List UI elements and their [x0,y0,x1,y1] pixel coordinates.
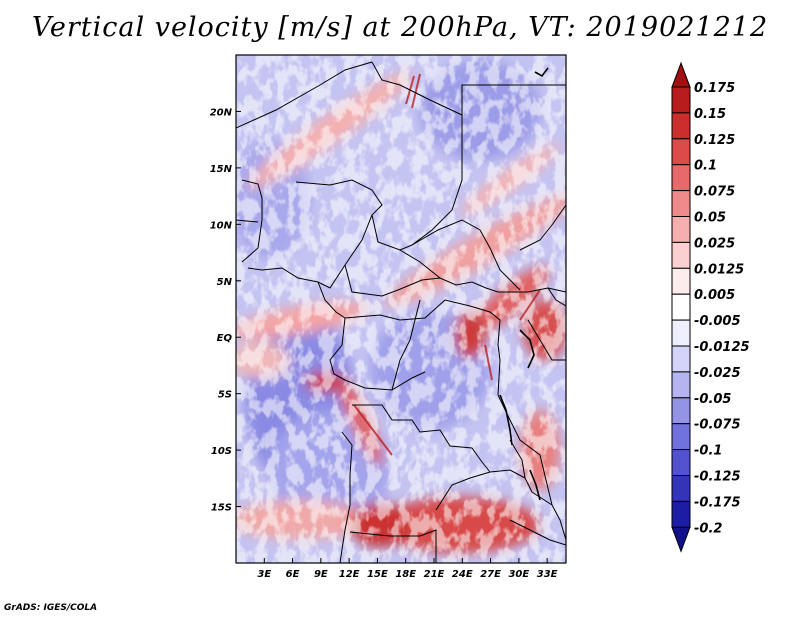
lon-tick-label: 24E [452,569,473,580]
colorbar-label: -0.175 [694,495,741,510]
colorbar-segment [671,138,691,166]
lakes [499,67,549,501]
colorbar-segment [671,112,691,140]
colorbar-label: -0.2 [694,521,722,536]
lon-tick-label: 30E [508,569,529,580]
colorbar-segment [671,345,691,373]
lat-tick-label: 5N [217,277,233,288]
country-borders [236,61,566,563]
vertical-velocity-field [236,55,566,563]
map-frame [235,54,567,564]
lon-tick-label: 9E [314,569,328,580]
colorbar-segment [671,293,691,321]
colorbar-label: -0.1 [694,444,722,459]
lon-tick-label: 15E [367,569,388,580]
lon-tick-label: 21E [424,569,445,580]
latitude-axis: 20N 15N 10N 5N EQ 5S 10S 15S [210,107,241,514]
lat-tick-label: EQ [217,333,233,344]
colorbar-segment [671,267,691,295]
colorbar-label: 0.005 [694,288,735,303]
lon-tick-label: 6E [286,569,300,580]
colorbar: 0.175 0.15 0.125 0.1 0.075 0.05 0.025 0.0125 0.0… [671,61,750,553]
lat-tick-label: 5S [218,390,232,401]
chart-title: Vertical velocity [m/s] at 200hPa, VT: 2… [31,12,769,43]
colorbar-label: -0.125 [694,470,741,485]
colorbar-label: 0.125 [694,133,735,148]
colorbar-label: 0.075 [694,185,735,200]
colorbar-segment [671,423,691,451]
colorbar-label: -0.0125 [694,340,750,355]
colorbar-segment [671,397,691,425]
colorbar-label: -0.025 [694,366,741,381]
lat-tick-label: 15S [211,503,232,514]
colorbar-segment [671,449,691,477]
colorbar-segment [671,164,691,192]
colorbar-segment [671,475,691,502]
colorbar-label: 0.025 [694,236,735,251]
colorbar-segment [671,190,691,218]
colorbar-segment [671,216,691,243]
colorbar-label: 0.175 [694,81,735,96]
lon-tick-label: 12E [339,569,360,580]
lon-tick-label: 27E [480,569,501,580]
colorbar-label: 0.1 [694,159,717,174]
colorbar-bottom-arrow [671,526,691,553]
lat-tick-label: 15N [210,164,233,175]
colorbar-label: -0.005 [694,314,741,329]
colorbar-label: 0.15 [694,107,726,122]
colorbar-segment [671,500,691,528]
lon-tick-label: 3E [257,569,271,580]
colorbar-label: -0.075 [694,418,741,433]
lon-tick-label: 33E [537,569,558,580]
colorbar-label: 0.0125 [694,262,744,277]
longitude-axis: 3E 6E 9E 12E 15E 18E 21E 24E 27E 30E 33E [257,558,558,580]
lon-tick-label: 18E [395,569,416,580]
lat-tick-label: 10N [210,220,233,231]
lat-tick-label: 20N [210,107,233,118]
colorbar-segment [671,319,691,347]
colorbar-segment [671,241,691,269]
colorbar-top-arrow [671,61,691,88]
colorbar-segment [671,86,691,114]
colorbar-label: -0.05 [694,392,731,407]
colorbar-label: 0.05 [694,211,726,226]
grads-credit: GrADS: IGES/COLA [4,603,98,613]
colorbar-segment [671,371,691,399]
lat-tick-label: 10S [211,446,232,457]
